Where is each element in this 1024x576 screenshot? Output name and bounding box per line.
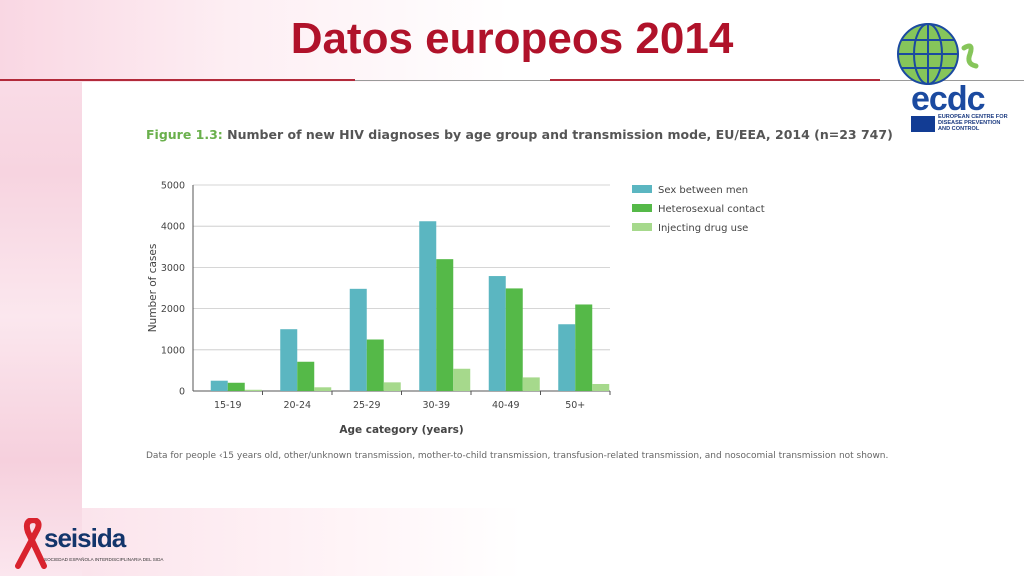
bar-idu (592, 383, 610, 391)
title-rule-right (550, 79, 880, 81)
x-tick-label: 40-49 (492, 400, 520, 411)
y-tick-label: 2000 (161, 304, 185, 315)
y-tick-label: 3000 (161, 263, 185, 274)
bar-heterosexual (366, 339, 384, 391)
x-tick-label: 15-19 (214, 400, 242, 411)
figure-title-text: Number of new HIV diagnoses by age group… (227, 127, 893, 142)
bar-idu (314, 387, 332, 391)
title-rule-left (0, 79, 355, 81)
bar-heterosexual (227, 382, 245, 391)
y-tick-label: 4000 (161, 222, 185, 233)
seisida-ribbon-logo (15, 518, 47, 569)
decorative-background-top (0, 0, 510, 82)
bar-heterosexual (505, 288, 523, 391)
x-tick-label: 30-39 (422, 400, 450, 411)
legend-label: Injecting drug use (658, 223, 748, 234)
bar-idu (383, 382, 401, 391)
x-tick-label: 50+ (565, 400, 585, 411)
legend-label: Heterosexual contact (658, 204, 765, 215)
bar-msm (280, 329, 298, 391)
ecdc-globe-logo (897, 23, 979, 85)
legend-label: Sex between men (658, 185, 748, 196)
ecdc-subtitle: EUROPEAN CENTRE FOR DISEASE PREVENTION A… (938, 114, 1008, 132)
x-tick-label: 25-29 (353, 400, 381, 411)
bar-msm (419, 221, 437, 391)
ecdc-wordmark: ecdc (911, 80, 985, 118)
figure-note: Data for people ‹15 years old, other/unk… (146, 451, 889, 461)
bar-msm (349, 288, 367, 391)
decorative-background-bottom (82, 508, 522, 576)
figure-title: Figure 1.3: Number of new HIV diagnoses … (146, 127, 893, 142)
slide-title: Datos europeos 2014 (290, 14, 734, 63)
bar-msm (210, 380, 228, 391)
seisida-subtitle: SOCIEDAD ESPAÑOLA INTERDISCIPLINARIA DEL… (44, 557, 164, 562)
eu-flag-icon (911, 116, 935, 132)
y-tick-label: 1000 (161, 345, 185, 356)
y-tick-label: 5000 (161, 181, 185, 192)
title-rule-end (880, 80, 1024, 81)
y-tick-label: 0 (179, 387, 185, 398)
bar-idu (453, 368, 471, 391)
seisida-wordmark: seisida (44, 523, 126, 553)
decorative-background-left (0, 0, 82, 576)
legend-swatch (632, 185, 652, 193)
title-rule-gap (355, 80, 550, 81)
legend-swatch (632, 204, 652, 212)
bar-heterosexual (575, 304, 593, 391)
bar-idu (244, 389, 262, 391)
figure-number: Figure 1.3: (146, 127, 223, 142)
x-axis-label: Age category (years) (339, 424, 463, 436)
bar-msm (488, 276, 506, 391)
hiv-bar-chart: 0 1000 2000 3000 4000 5000 15-19 20-24 25-29 30-3… (147, 181, 765, 437)
bar-heterosexual (297, 361, 315, 391)
bar-heterosexual (436, 259, 454, 391)
x-tick-label: 20-24 (283, 400, 311, 411)
bar-idu (522, 377, 540, 391)
bar-msm (558, 324, 576, 391)
y-axis-label: Number of cases (147, 244, 159, 333)
legend-swatch (632, 223, 652, 231)
